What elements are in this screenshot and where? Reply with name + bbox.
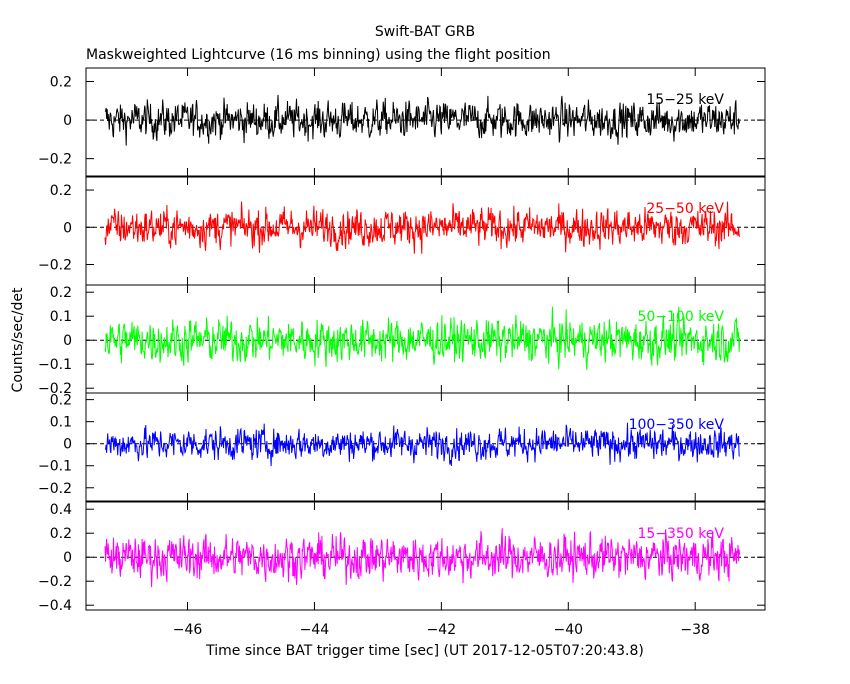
y-tick-label: 0.2 [50,75,72,91]
x-axis-label: Time since BAT trigger time [sec] (UT 20… [205,643,644,659]
y-tick-label: −0.2 [38,481,72,497]
y-tick-label: 0 [63,113,72,129]
x-tick-label: −38 [680,622,710,638]
band-label-4: 100−350 keV [629,417,725,433]
y-tick-label: −0.1 [38,357,72,373]
panel-3: −0.2 −0.1 0 0.1 0.2 50−100 keV [38,284,766,397]
y-tick-label: 0 [63,220,72,236]
x-tick-label: −40 [554,622,584,638]
y-tick-label: −0.2 [38,574,72,590]
panel-frame [85,501,766,611]
y-tick-label: 0 [63,437,72,453]
series-line-1 [104,94,741,146]
band-label-1: 15−25 keV [646,92,724,108]
y-tick-label: 0 [63,550,72,566]
series-line-5 [104,528,741,588]
panel-5: −0.4 −0.2 0 0.2 0.4 15−350 keV [38,501,766,614]
series-line-3 [104,306,741,370]
panels-group: −0.200.215−25 keV−0.200.225−50 keV−0.2−0… [38,67,766,638]
series-line-2 [104,201,741,254]
y-tick-label: 0.2 [50,393,72,409]
y-tick-label: 0.1 [50,309,72,325]
band-label-3: 50−100 keV [637,309,724,325]
band-label-5: 15−350 keV [637,526,724,542]
y-tick-label: −0.2 [38,152,72,168]
x-tick-label: −46 [173,622,203,638]
y-tick-label: −0.2 [38,381,72,397]
y-tick-label: −0.2 [38,258,72,274]
y-tick-label: 0.2 [50,183,72,199]
y-tick-label: −0.1 [38,459,72,475]
panel-frame [85,392,766,502]
panel-frame [85,284,766,394]
band-label-2: 25−50 keV [646,201,724,217]
y-tick-label: 0.4 [50,502,72,518]
y-tick-label: 0 [63,333,72,349]
y-tick-label: 0.1 [50,415,72,431]
panel-4: −0.2 −0.1 0 0.1 0.2 100−350 keV [38,392,766,502]
panel-1: −0.2 0 0.2 15−25 keV [38,67,766,177]
panel-frame [85,67,766,177]
x-tick-label: −42 [427,622,457,638]
panel-2: −0.2 0 0.2 25−50 keV [38,176,766,286]
series-line-4 [104,422,740,467]
chart-title: Swift-BAT GRB [375,24,475,40]
y-tick-label: 0.2 [50,526,72,542]
chart-subtitle: Maskweighted Lightcurve (16 ms binning) … [86,47,551,63]
y-tick-label: −0.4 [38,598,72,614]
x-tick-label: −44 [300,622,330,638]
y-axis-label: Counts/sec/det [10,287,26,392]
y-tick-label: 0.2 [50,285,72,301]
